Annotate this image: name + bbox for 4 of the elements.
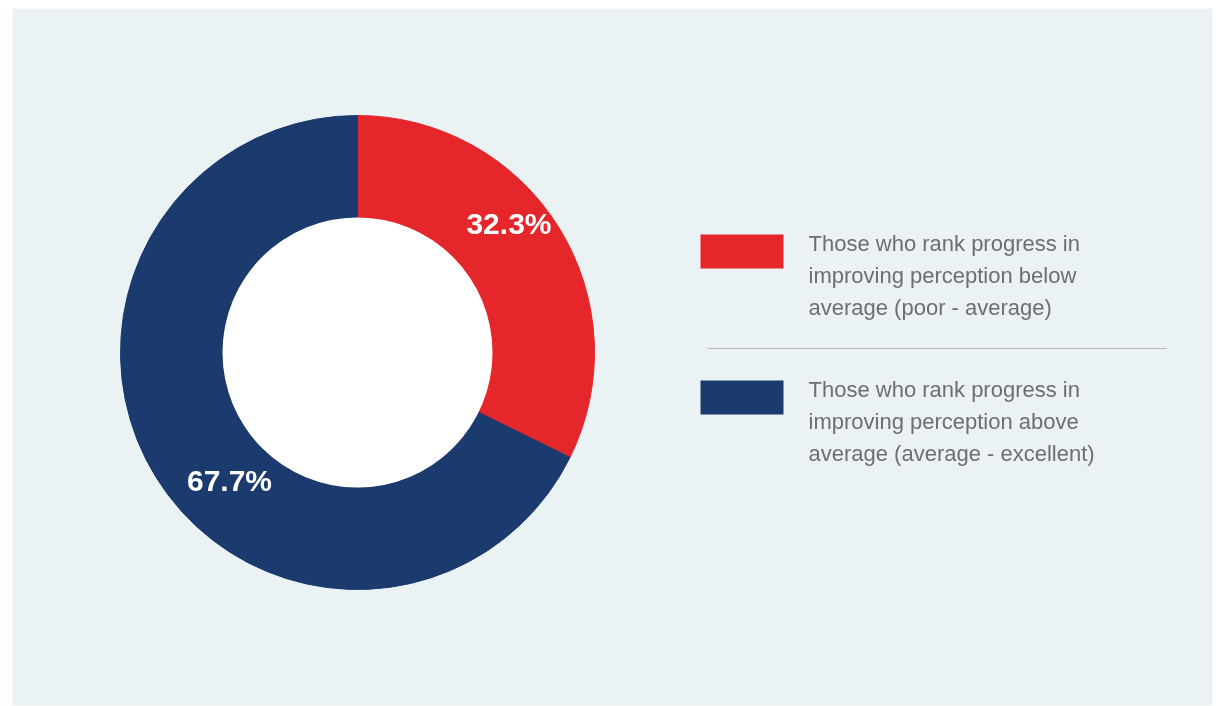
legend-label: Those who rank progress in improving perception below average (poor - average) bbox=[808, 231, 1080, 320]
legend-label: Those who rank progress in improving perception above average (average - excellent) bbox=[808, 377, 1095, 466]
data-label: 67.7% bbox=[186, 464, 273, 497]
data-label: 32.3% bbox=[466, 206, 552, 240]
